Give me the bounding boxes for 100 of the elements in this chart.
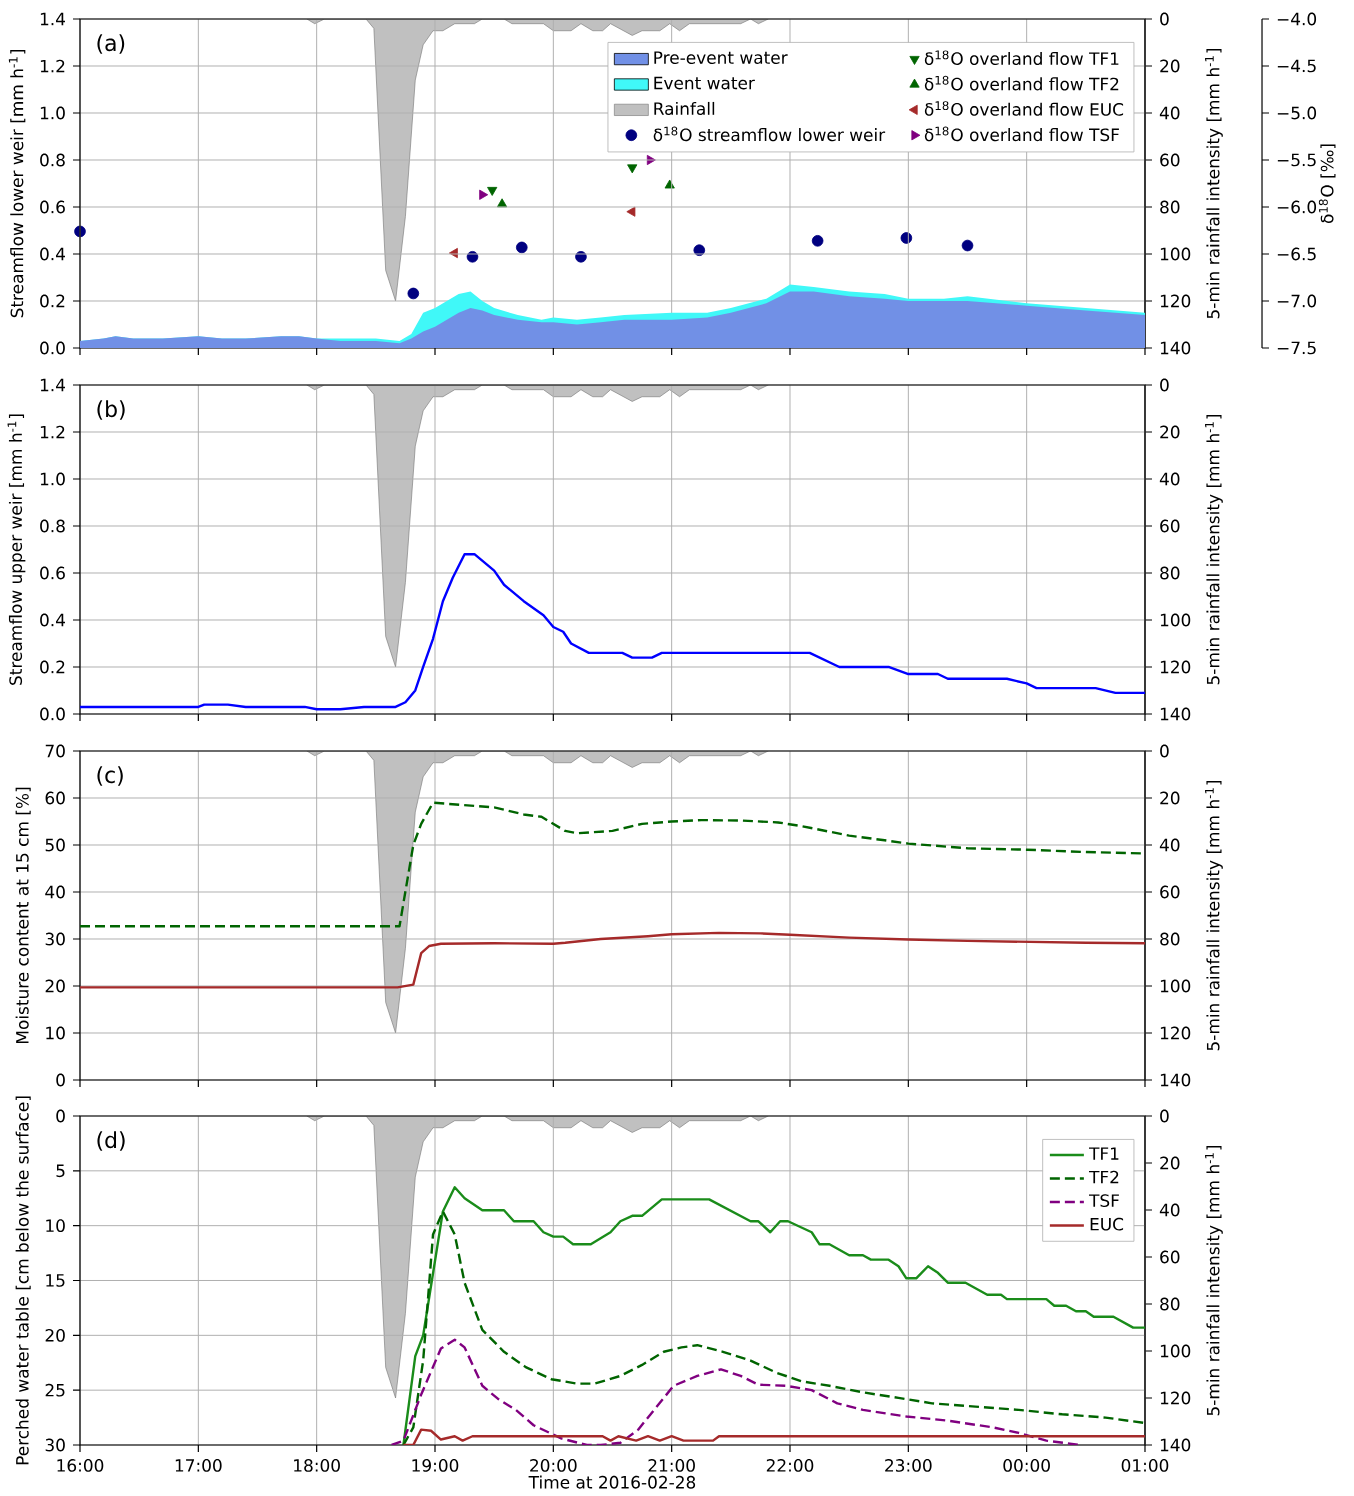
y-tick-label: 20 <box>45 979 65 993</box>
point <box>627 164 638 174</box>
legend-label: TF1 <box>1089 1147 1119 1160</box>
y2-axis-title: 5-min rainfall intensity [mm h$^{-1}$] <box>1205 48 1223 319</box>
legend-label: δ$^{18}$O overland flow TF2 <box>924 75 1119 91</box>
y-tick-label: 60 <box>45 791 65 805</box>
y2-tick-label: 140 <box>1160 341 1191 355</box>
line-series <box>402 1428 1145 1445</box>
point <box>479 189 489 200</box>
x-tick-label: 00:00 <box>1003 1459 1050 1472</box>
legend-label: EUC <box>1090 1217 1124 1231</box>
y-axis-title: Perched water table [cm below the surface] <box>15 1096 31 1465</box>
y2-tick-label: 0 <box>1160 744 1169 758</box>
y2-tick-label: 140 <box>1160 1073 1191 1087</box>
y-tick-label: 0.4 <box>40 613 65 627</box>
y2-axis-title: 5-min rainfall intensity [mm h$^{-1}$] <box>1205 780 1223 1051</box>
y2-tick-label: 40 <box>1159 472 1180 486</box>
text: (a) <box>97 34 125 54</box>
y-tick-label: 0.2 <box>40 660 65 674</box>
y-tick-label: 1.2 <box>40 59 65 73</box>
point <box>961 239 974 252</box>
y3-tick-label: −7.5 <box>1277 341 1316 355</box>
text: (c) <box>97 766 123 786</box>
y-axis-title: Streamflow upper weir [mm h$^{-1}$] <box>7 414 26 685</box>
point <box>900 232 913 244</box>
y3-axis-title: δ$^{18}$O [‰] <box>1318 144 1336 224</box>
y2-tick-label: 100 <box>1160 247 1191 261</box>
y-tick-label: 10 <box>46 1026 65 1040</box>
y3-tick-label: −6.0 <box>1277 200 1317 214</box>
y-tick-label: 1.4 <box>40 378 65 392</box>
y-tick-label: 0.2 <box>40 294 65 308</box>
y-axis-title: Moisture content at 15 cm [%] <box>15 787 31 1044</box>
x-axis-title: Time at 2016-02-28 <box>528 1475 696 1489</box>
y2-tick-label: 40 <box>1159 1203 1180 1217</box>
y2-tick-label: 140 <box>1160 707 1191 721</box>
y-axis-title: Streamflow lower weir [mm h$^{-1}$] <box>8 50 26 318</box>
y2-tick-label: 120 <box>1160 660 1191 674</box>
y2-tick-label: 100 <box>1160 613 1191 627</box>
legend-label: TF2 <box>1089 1170 1119 1184</box>
y-tick-label: 70 <box>45 744 65 758</box>
y2-tick-label: 0 <box>1160 378 1169 392</box>
y2-tick-label: 60 <box>1160 885 1180 899</box>
y-tick-label: 40 <box>45 885 65 899</box>
y2-axis-title: 5-min rainfall intensity [mm h$^{-1}$] <box>1205 1145 1223 1416</box>
legend-label: δ$^{18}$O streamflow lower weir <box>653 126 886 142</box>
legend-label: TSF <box>1089 1194 1119 1208</box>
y2-tick-label: 60 <box>1160 519 1180 533</box>
y2-tick-label: 20 <box>1160 425 1180 439</box>
y3-tick-label: −4.5 <box>1277 59 1316 73</box>
y2-tick-label: 40 <box>1159 106 1180 120</box>
y-tick-label: 0.0 <box>40 341 65 355</box>
y2-tick-label: 80 <box>1160 566 1180 580</box>
y-tick-label: 1.0 <box>40 106 65 120</box>
y3-tick-label: −5.5 <box>1277 153 1316 167</box>
y-tick-label: 1.2 <box>40 425 65 439</box>
y2-tick-label: 20 <box>1160 1156 1180 1170</box>
y2-tick-label: 40 <box>1159 838 1180 852</box>
x-tick-label: 21:00 <box>648 1459 695 1472</box>
x-tick-label: 23:00 <box>885 1459 932 1472</box>
legend-label: Rainfall <box>654 101 715 116</box>
y-tick-label: 5 <box>56 1164 65 1178</box>
legend-label: δ$^{18}$O overland flow TSF <box>924 126 1119 142</box>
point <box>575 251 587 263</box>
y-tick-label: 10 <box>46 1219 65 1233</box>
y2-tick-label: 20 <box>1160 791 1180 805</box>
text: (b) <box>97 400 125 420</box>
y-tick-label: 30 <box>45 932 65 946</box>
y2-tick-label: 80 <box>1160 932 1180 946</box>
y-tick-label: 0.4 <box>40 247 65 261</box>
y2-tick-label: 20 <box>1160 59 1180 73</box>
y-tick-label: 30 <box>45 1438 65 1452</box>
y3-tick-label: −5.0 <box>1277 106 1317 120</box>
y-tick-label: 15 <box>46 1274 65 1287</box>
y-tick-label: 0 <box>56 1073 65 1087</box>
point <box>664 179 675 189</box>
point <box>626 206 636 217</box>
legend-label: δ$^{18}$O overland flow EUC <box>924 101 1124 116</box>
point <box>487 186 498 196</box>
legend-label: δ$^{18}$O overland flow TF1 <box>924 50 1119 66</box>
x-tick-label: 19:00 <box>412 1459 459 1472</box>
y2-tick-label: 120 <box>1160 1391 1191 1405</box>
y2-tick-label: 0 <box>1160 1109 1169 1123</box>
x-tick-label: 17:00 <box>175 1459 222 1472</box>
y2-tick-label: 100 <box>1160 1344 1191 1358</box>
x-tick-label: 20:00 <box>530 1459 577 1472</box>
y-tick-label: 0.8 <box>40 153 65 167</box>
y2-tick-label: 140 <box>1160 1438 1191 1452</box>
point <box>407 287 420 300</box>
y2-tick-label: 80 <box>1160 200 1180 214</box>
y2-tick-label: 60 <box>1160 153 1180 167</box>
y2-tick-label: 0 <box>1160 12 1169 26</box>
y-tick-label: 0.0 <box>40 707 65 721</box>
y-tick-label: 1.0 <box>40 472 65 486</box>
y2-axis-title: 5-min rainfall intensity [mm h$^{-1}$] <box>1205 414 1223 685</box>
y-tick-label: 20 <box>45 1328 65 1342</box>
point <box>693 244 706 257</box>
legend-label: Event water <box>654 76 755 90</box>
y-tick-label: 50 <box>45 838 65 852</box>
x-tick-label: 22:00 <box>766 1459 814 1472</box>
y-tick-label: 0.6 <box>40 566 65 580</box>
